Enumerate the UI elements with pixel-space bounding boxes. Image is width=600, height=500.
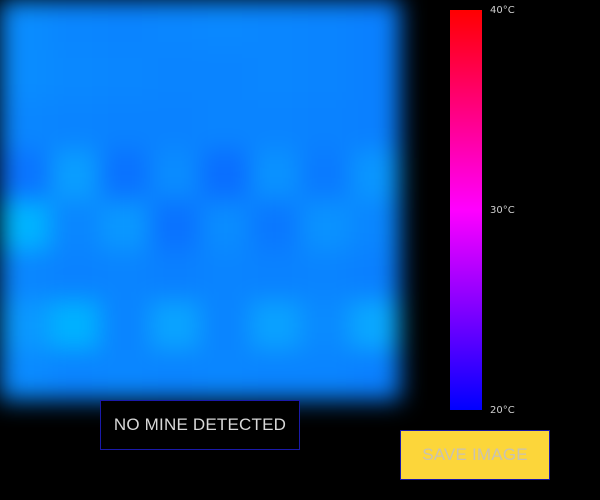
thermal-cell bbox=[50, 50, 100, 100]
thermal-cell bbox=[300, 100, 350, 150]
thermal-cell bbox=[350, 200, 400, 250]
thermal-cell bbox=[50, 0, 100, 50]
thermal-cell bbox=[200, 350, 250, 400]
thermal-cell bbox=[200, 250, 250, 300]
thermal-cell bbox=[250, 100, 300, 150]
thermal-cell bbox=[0, 50, 50, 100]
thermal-cell bbox=[150, 300, 200, 350]
thermal-cell bbox=[150, 200, 200, 250]
thermal-cell bbox=[50, 300, 100, 350]
thermal-cell bbox=[150, 250, 200, 300]
thermal-cell bbox=[0, 200, 50, 250]
thermal-cell bbox=[0, 150, 50, 200]
thermal-cell bbox=[50, 200, 100, 250]
thermal-cell bbox=[200, 300, 250, 350]
thermal-cell bbox=[50, 100, 100, 150]
thermal-cell bbox=[50, 150, 100, 200]
thermal-cell bbox=[150, 350, 200, 400]
thermal-cell bbox=[100, 300, 150, 350]
thermal-cell bbox=[100, 0, 150, 50]
save-image-label: SAVE IMAGE bbox=[422, 445, 528, 464]
thermal-cell bbox=[200, 0, 250, 50]
thermal-cell bbox=[350, 300, 400, 350]
thermal-cell bbox=[350, 0, 400, 50]
thermal-cell bbox=[350, 350, 400, 400]
thermal-cell bbox=[350, 250, 400, 300]
thermal-cell bbox=[200, 150, 250, 200]
thermal-cell bbox=[350, 100, 400, 150]
scale-min-label: 20°C bbox=[490, 405, 515, 416]
save-image-button[interactable]: SAVE IMAGE bbox=[400, 430, 550, 480]
thermal-cell bbox=[0, 250, 50, 300]
scale-mid-label: 30°C bbox=[490, 205, 515, 216]
thermal-cell bbox=[250, 250, 300, 300]
thermal-cell bbox=[0, 100, 50, 150]
thermal-cell bbox=[250, 50, 300, 100]
thermal-cell bbox=[300, 200, 350, 250]
thermal-cell bbox=[0, 0, 50, 50]
thermal-cell bbox=[150, 0, 200, 50]
thermal-cell bbox=[350, 50, 400, 100]
thermal-cell bbox=[300, 250, 350, 300]
thermal-cell bbox=[100, 150, 150, 200]
thermal-cell bbox=[250, 300, 300, 350]
thermal-camera-view bbox=[0, 0, 400, 400]
thermal-cell bbox=[100, 250, 150, 300]
thermal-cell bbox=[150, 150, 200, 200]
thermal-cell bbox=[300, 0, 350, 50]
thermal-cell bbox=[300, 350, 350, 400]
thermal-cell bbox=[50, 350, 100, 400]
detection-status-box: NO MINE DETECTED bbox=[100, 400, 300, 450]
thermal-cell bbox=[350, 150, 400, 200]
thermal-cell bbox=[200, 100, 250, 150]
detection-status-text: NO MINE DETECTED bbox=[113, 415, 287, 434]
thermal-cell bbox=[150, 100, 200, 150]
thermal-cell bbox=[250, 350, 300, 400]
thermal-cell bbox=[300, 50, 350, 100]
thermal-heatmap bbox=[0, 0, 400, 400]
thermal-cell bbox=[200, 200, 250, 250]
thermal-cell bbox=[100, 350, 150, 400]
thermal-cell bbox=[150, 50, 200, 100]
thermal-cell bbox=[100, 200, 150, 250]
thermal-cell bbox=[200, 50, 250, 100]
temperature-color-scale bbox=[450, 10, 482, 410]
thermal-cell bbox=[300, 300, 350, 350]
thermal-cell bbox=[250, 0, 300, 50]
scale-max-label: 40°C bbox=[490, 5, 515, 16]
thermal-cell bbox=[300, 150, 350, 200]
thermal-cell bbox=[250, 150, 300, 200]
thermal-cell bbox=[100, 100, 150, 150]
thermal-cell bbox=[50, 250, 100, 300]
thermal-cell bbox=[0, 300, 50, 350]
thermal-cell bbox=[0, 350, 50, 400]
thermal-cell bbox=[100, 50, 150, 100]
thermal-cell bbox=[250, 200, 300, 250]
